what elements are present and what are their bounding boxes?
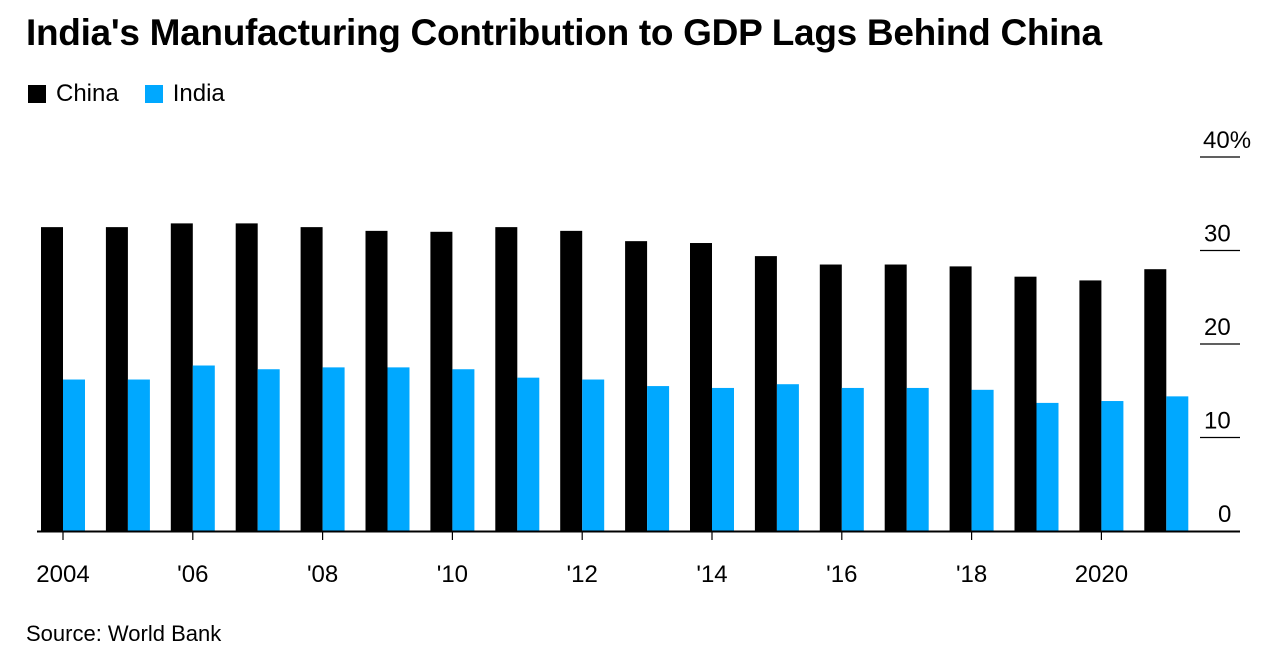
bar-china-2016 [819, 264, 842, 531]
y-tick-label: 40% [1203, 127, 1251, 154]
bar-india-2006 [192, 365, 215, 531]
bar-china-2018 [949, 266, 972, 531]
bar-india-2014 [712, 387, 734, 531]
legend-label-china: China [56, 80, 119, 107]
bar-india-2007 [257, 369, 280, 531]
legend-item-china: China [28, 80, 119, 108]
bar-india-2015 [776, 384, 799, 531]
x-tick-label: '10 [437, 561, 468, 588]
legend-item-india: India [144, 80, 225, 108]
bar-china-2013 [625, 241, 648, 531]
bar-china-2021 [1144, 269, 1167, 531]
chart-title: India's Manufacturing Contribution to GD… [26, 12, 1102, 53]
bar-india-2008 [322, 367, 345, 531]
bar-india-2010 [452, 369, 475, 531]
x-tick-label: 2004 [36, 561, 89, 588]
x-tick-label: '08 [307, 561, 338, 588]
x-tick-label: '16 [826, 561, 857, 588]
bar-china-2004 [41, 227, 63, 531]
y-tick-label: 20 [1204, 314, 1231, 341]
y-tick-label: 30 [1204, 221, 1231, 248]
x-tick-label: 2020 [1075, 561, 1128, 588]
bar-china-2009 [365, 230, 388, 532]
bar-india-2013 [647, 386, 670, 531]
legend: China India [28, 80, 251, 108]
bar-china-2011 [495, 227, 518, 531]
bar-india-2021 [1166, 396, 1189, 531]
legend-swatch-india [144, 85, 163, 103]
bar-india-2018 [971, 389, 994, 531]
x-tick-label: '14 [696, 561, 727, 588]
bar-india-2012 [582, 379, 605, 531]
bar-china-2015 [754, 256, 777, 531]
bar-india-2004 [63, 379, 85, 531]
bar-china-2008 [300, 227, 323, 531]
bar-india-2020 [1101, 401, 1124, 531]
bar-china-2020 [1079, 280, 1102, 531]
bar-china-2006 [170, 223, 193, 531]
bar-india-2019 [1036, 402, 1059, 531]
bar-india-2011 [517, 377, 540, 531]
x-tick-label: '06 [177, 561, 208, 588]
bar-india-2017 [906, 387, 929, 531]
bar-india-2009 [387, 367, 410, 531]
legend-label-india: India [172, 80, 225, 107]
bar-china-2005 [105, 227, 128, 531]
source-note: Source: World Bank [26, 621, 222, 646]
bar-china-2007 [235, 223, 258, 531]
bar-china-2017 [884, 264, 907, 531]
legend-swatch-china [28, 85, 46, 103]
bar-china-2010 [430, 231, 453, 532]
bar-india-2005 [127, 379, 150, 531]
bar-china-2012 [560, 230, 583, 532]
y-tick-label: 10 [1204, 408, 1231, 435]
y-tick-label: 0 [1218, 501, 1231, 528]
bar-china-2019 [1014, 276, 1037, 531]
x-tick-label: '18 [956, 561, 987, 588]
bar-india-2016 [841, 387, 864, 531]
bar-china-2014 [690, 243, 712, 531]
x-tick-label: '12 [567, 561, 598, 588]
